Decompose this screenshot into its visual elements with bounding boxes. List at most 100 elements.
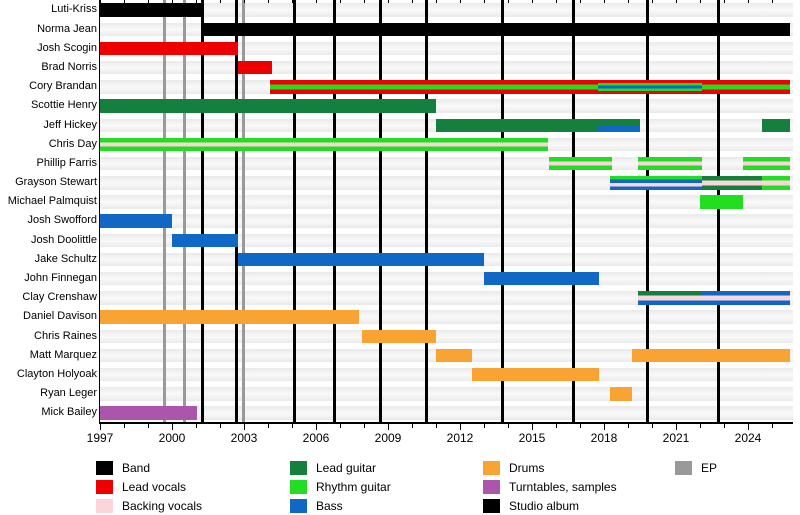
album-release-line [646,0,650,422]
timeline-bar [762,176,790,190]
member-label: Luti-Kriss [51,3,97,16]
member-label: Josh Scogin [37,41,97,54]
timeline-bar [100,406,198,420]
axis-tick-minor [579,424,581,428]
timeline-row-band [100,367,793,382]
timeline-bar [598,118,640,132]
axis-tick-top [123,0,125,3]
axis-year-label: 2018 [590,431,618,445]
member-label: John Finnegan [24,272,97,285]
legend-item: Backing vocals [96,498,276,514]
album-release-line [293,0,297,422]
axis-tick-top [459,0,461,3]
timeline-row-band [100,41,793,56]
member-label: Ryan Leger [40,387,97,400]
axis-tick-top [531,0,533,3]
timeline-bar [701,291,790,305]
axis-year-label: 2009 [374,431,402,445]
axis-tick-top [579,0,581,3]
legend-item: Drums [483,460,663,476]
timeline-bar [762,118,790,132]
axis-tick-top [267,0,269,3]
axis-tick-major [315,424,317,430]
axis-tick-top [171,0,173,3]
timeline-row-band [100,387,793,401]
timeline-bar [100,310,360,324]
legend-swatch-drums [483,461,500,475]
legend-label: Backing vocals [122,499,203,513]
axis-year-label: 2012 [446,431,474,445]
timeline-bar [100,99,436,113]
album-release-line [333,0,337,422]
axis-tick-top [315,0,317,3]
timeline-row-band [100,329,793,343]
axis-tick-top [435,0,437,3]
member-label: Michael Palmquist [7,195,97,208]
axis-tick-top [339,0,341,3]
timeline-bar [361,329,436,343]
axis-tick-top [699,0,701,3]
axis-tick-major [387,424,389,430]
axis-tick-top [651,0,653,3]
legend-label: Turntables, samples [509,480,617,494]
member-label: Clayton Holyoak [16,367,97,380]
timeline-bar [700,195,744,209]
axis-tick-major [603,424,605,430]
axis-tick-major [459,424,461,430]
axis-tick-minor [723,424,725,428]
legend-label: Lead guitar [316,461,377,475]
legend-label: EP [701,461,718,475]
axis-tick-minor [651,424,653,428]
legend-swatch-backing_vocals [96,499,113,513]
timeline-bar [610,387,633,401]
timeline-bar [472,367,600,382]
timeline-bar [743,156,790,171]
axis-tick-top [291,0,293,3]
album-release-line [200,0,204,422]
legend-swatch-lead_guitar [290,461,307,475]
timeline-bar [598,80,703,94]
axis-tick-minor [123,424,125,428]
axis-tick-minor [363,424,365,428]
axis-year-label: 2021 [662,431,690,445]
legend-item: Band [96,460,276,476]
legend-swatch-band [96,461,113,475]
legend-item: Lead guitar [290,460,470,476]
axis-tick-top [675,0,677,3]
axis-tick-top [723,0,725,3]
axis-tick-top [363,0,365,3]
album-release-line [378,0,382,422]
axis-year-label: 2015 [518,431,546,445]
timeline-bar [204,22,790,37]
timeline-bar [610,176,703,190]
member-label: Scottie Henry [30,99,97,112]
axis-tick-minor [483,424,485,428]
legend-item: Rhythm guitar [290,479,470,495]
timeline-row-band [100,195,793,209]
axis-tick-major [531,424,533,430]
legend-label: Lead vocals [122,480,187,494]
timeline-bar [637,291,702,305]
axis-tick-minor [147,424,149,428]
axis-tick-top [243,0,245,3]
album-release-line [234,0,238,422]
legend-item: Turntables, samples [483,479,663,495]
timeline-bar [238,252,484,267]
legend-item: EP [675,460,800,476]
x-axis-line [100,422,793,424]
axis-tick-top [747,0,749,3]
axis-year-label: 2006 [302,431,330,445]
member-label: Matt Marquez [29,348,97,361]
timeline-row-band [100,61,793,75]
axis-tick-top [507,0,509,3]
legend-label: Bass [316,499,343,513]
axis-tick-minor [195,424,197,428]
legend-swatch-lead_vocals [96,480,113,494]
legend-label: Studio album [509,499,580,513]
legend-swatch-rhythm_guitar [290,480,307,494]
legend-swatch-studio_album [483,499,500,513]
axis-tick-minor [507,424,509,428]
timeline-row-band [100,3,793,17]
timeline-bar [100,137,549,152]
